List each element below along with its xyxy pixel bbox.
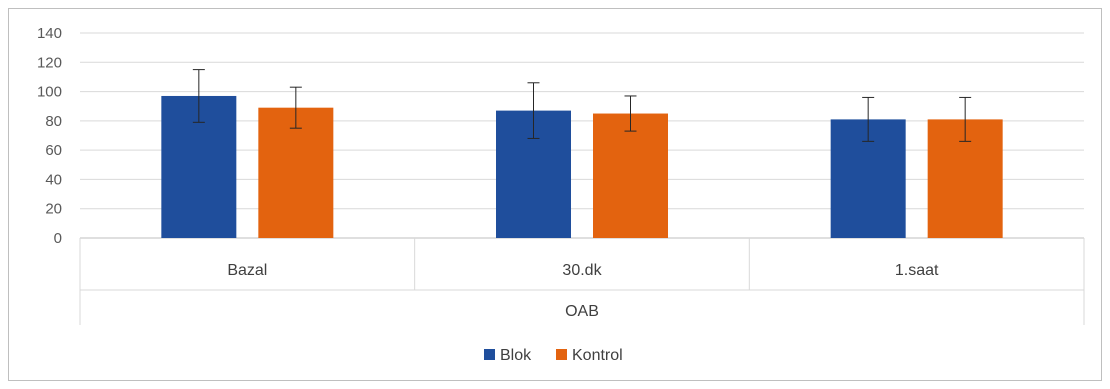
bar-kontrol-bazal — [258, 107, 334, 238]
gridlines — [80, 32, 1084, 239]
bar-kontrol-30dk — [593, 113, 668, 238]
x-tick-label: Bazal — [227, 262, 267, 279]
group-label: OAB — [565, 303, 599, 320]
y-tick-label: 0 — [54, 230, 62, 247]
y-tick-label: 60 — [45, 142, 62, 159]
y-tick-label: 120 — [37, 54, 62, 71]
legend: Blok Kontrol — [484, 347, 623, 364]
y-tick-label: 100 — [37, 84, 62, 101]
legend-swatch-kontrol — [556, 349, 567, 360]
x-tick-label: 30.dk — [562, 262, 602, 279]
legend-label-blok: Blok — [500, 347, 532, 364]
x-tick-label: 1.saat — [895, 262, 939, 279]
error-bars — [192, 69, 972, 142]
y-tick-label: 40 — [45, 171, 62, 188]
x-axis: Bazal 30.dk 1.saat OAB — [79, 238, 1085, 325]
legend-label-kontrol: Kontrol — [572, 347, 623, 364]
y-tick-label: 140 — [37, 25, 62, 42]
y-axis-tick-labels: 0 20 40 60 80 100 120 140 — [37, 25, 62, 247]
y-tick-label: 20 — [45, 201, 62, 218]
y-tick-label: 80 — [45, 113, 62, 130]
bars — [161, 95, 1003, 238]
legend-swatch-blok — [484, 349, 495, 360]
